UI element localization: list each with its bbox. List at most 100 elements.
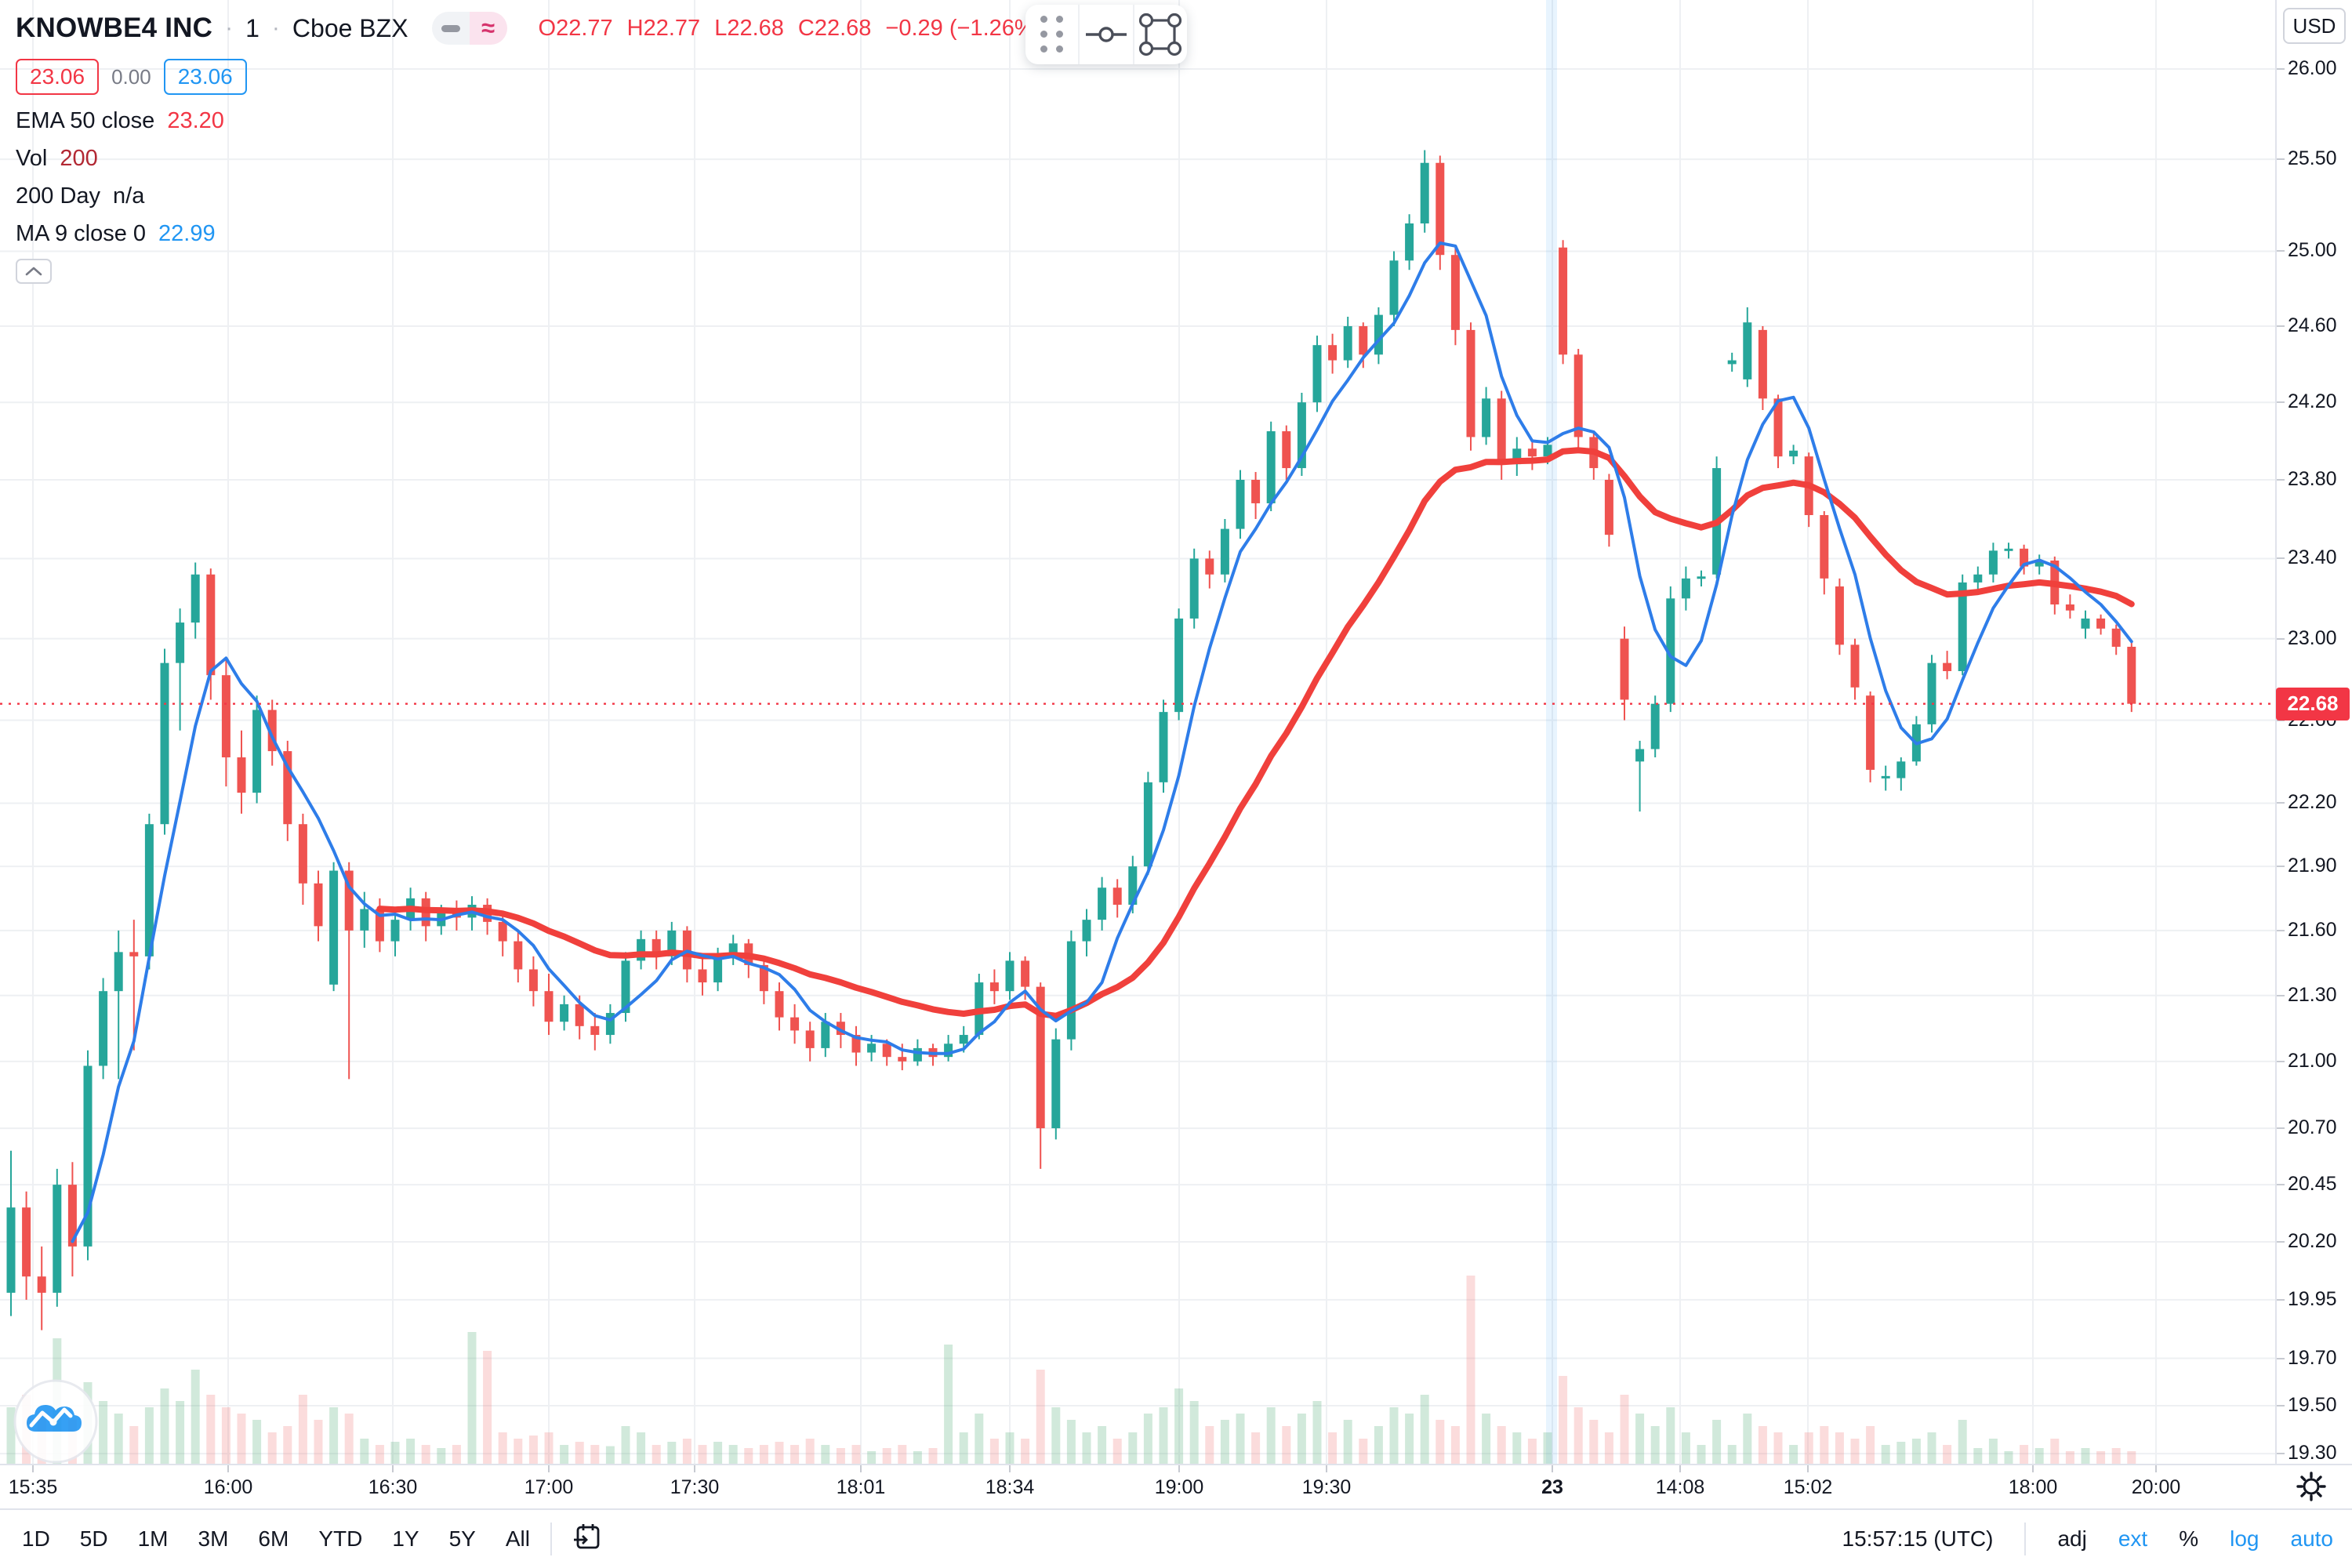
spread-value: 0.00	[111, 64, 151, 89]
exchange-label[interactable]: Cboe BZX	[292, 13, 408, 42]
ask-price-box[interactable]: 23.06	[163, 59, 247, 95]
time-tick-mark	[860, 1465, 862, 1472]
overlay-line-ema-50-close[interactable]	[376, 447, 2135, 1019]
indicator-row[interactable]: Vol 200	[16, 146, 1042, 171]
range-button-1y[interactable]: 1Y	[392, 1526, 419, 1551]
time-tick-label: 14:08	[1655, 1476, 1705, 1498]
toolbar-drag-handle[interactable]	[1025, 5, 1078, 64]
market-status-toggle[interactable]: ≈	[431, 12, 507, 45]
indicator-row[interactable]: EMA 50 close 23.20	[16, 108, 1042, 133]
utc-clock[interactable]: 15:57:15 (UTC)	[1842, 1526, 1994, 1551]
mode-button-adj[interactable]: adj	[2057, 1526, 2087, 1551]
mode-button-ext[interactable]: ext	[2118, 1526, 2148, 1551]
time-tick-mark	[392, 1465, 394, 1472]
price-tick-label: 19.50	[2288, 1394, 2337, 1417]
indicator-value: 22.99	[158, 221, 216, 246]
indicator-name: 200 Day	[16, 183, 101, 209]
range-button-5d[interactable]: 5D	[79, 1526, 108, 1551]
price-tick-mark	[2277, 325, 2285, 328]
time-tick-label: 20:00	[2131, 1476, 2181, 1498]
pause-segment[interactable]	[431, 12, 470, 45]
legend-collapse-button[interactable]	[16, 259, 52, 284]
price-tick-mark	[2277, 401, 2285, 404]
bottom-toolbar: 1D 5D 1M 3M 6M YTD 1Y 5Y All 15:57:15 (UTC) adj e…	[0, 1508, 2352, 1568]
ohlc-value: O22.77	[538, 15, 613, 41]
time-tick-mark	[1326, 1465, 1327, 1472]
mode-button-percent[interactable]: %	[2179, 1526, 2199, 1551]
time-tick-mark	[1679, 1465, 1681, 1472]
range-button-all[interactable]: All	[505, 1526, 530, 1551]
mode-button-auto[interactable]: auto	[2290, 1526, 2334, 1551]
price-tick-mark	[2277, 1127, 2285, 1130]
price-tick-label: 25.50	[2288, 147, 2337, 170]
price-tick-label: 21.90	[2288, 855, 2337, 877]
time-tick-mark	[32, 1465, 34, 1472]
price-tick-mark	[2277, 557, 2285, 560]
gear-icon	[2296, 1472, 2326, 1501]
currency-button[interactable]: USD	[2283, 8, 2346, 44]
range-button-6m[interactable]: 6M	[258, 1526, 289, 1551]
bid-price-box[interactable]: 23.06	[16, 59, 100, 95]
approx-segment[interactable]: ≈	[469, 12, 507, 45]
volume-bars	[6, 1276, 2136, 1464]
price-tick-mark	[2277, 478, 2285, 481]
ohlc-value: H22.77	[626, 15, 701, 41]
session-break-band	[1546, 0, 1557, 1464]
price-tick-label: 24.20	[2288, 390, 2337, 413]
price-tick-mark	[2277, 802, 2285, 804]
price-axis[interactable]: 26.00 25.50 25.00 24.60 24.20 23.80 23.40 23.00…	[2275, 0, 2352, 1464]
time-tick-mark	[227, 1465, 229, 1472]
ohlc-value: C22.68	[797, 15, 872, 41]
overlay-line-ma-9-close[interactable]	[71, 241, 2133, 1243]
date-range-buttons: 1D 5D 1M 3M 6M YTD 1Y 5Y All	[22, 1526, 530, 1552]
indicator-row[interactable]: 200 Day n/a	[16, 183, 1042, 209]
line-tool-button[interactable]	[1078, 5, 1132, 64]
time-tick-label: 18:34	[985, 1476, 1035, 1498]
price-tick-label: 22.20	[2288, 791, 2337, 814]
scale-mode-buttons: adj ext% log auto	[2057, 1526, 2333, 1552]
price-tick-label: 26.00	[2288, 57, 2337, 79]
price-tick-label: 19.95	[2288, 1287, 2337, 1310]
chart-mode-controls: 15:57:15 (UTC) adj ext% log auto	[1842, 1523, 2333, 1555]
indicator-value: 200	[60, 146, 98, 171]
rectangle-tool-button[interactable]	[1132, 5, 1187, 64]
indicator-name: EMA 50 close	[16, 108, 155, 133]
range-button-1d[interactable]: 1D	[22, 1526, 50, 1551]
price-tick-label: 19.70	[2288, 1346, 2337, 1369]
symbol-title[interactable]: KNOWBE4 INC	[16, 13, 213, 43]
divider	[550, 1523, 552, 1555]
time-tick-label: 18:01	[836, 1476, 886, 1498]
time-tick-label: 16:30	[368, 1476, 418, 1498]
price-tick-mark	[2277, 929, 2285, 931]
range-button-5y[interactable]: 5Y	[448, 1526, 476, 1551]
dash-icon	[441, 24, 460, 32]
price-tick-mark	[2277, 866, 2285, 868]
chevron-up-icon	[25, 267, 42, 276]
line-with-marker-icon	[1085, 27, 1127, 42]
ohlc-value: −0.29 (−1.26%)	[885, 15, 1043, 41]
approx-icon: ≈	[481, 14, 495, 42]
interval-label[interactable]: 1	[245, 13, 260, 42]
range-button-1m[interactable]: 1M	[137, 1526, 169, 1551]
indicator-value: n/a	[113, 183, 145, 209]
go-to-date-button[interactable]	[572, 1521, 604, 1558]
time-tick-mark	[1178, 1465, 1180, 1472]
time-tick-mark	[1552, 1465, 1553, 1472]
time-tick-label: 16:00	[203, 1476, 253, 1498]
time-tick-label: 17:00	[524, 1476, 574, 1498]
time-axis[interactable]: 15:35 16:00 16:30 17:00 17:30 18:01 18:34 19:00…	[0, 1464, 2352, 1508]
range-button-ytd[interactable]: YTD	[318, 1526, 363, 1551]
time-tick-mark	[548, 1465, 550, 1472]
price-tick-mark	[2277, 1453, 2285, 1455]
indicator-name: Vol	[16, 146, 48, 171]
axis-settings-button[interactable]	[2294, 1469, 2328, 1508]
indicator-row[interactable]: MA 9 close 0 22.99	[16, 221, 1042, 246]
candles[interactable]	[6, 150, 2136, 1330]
mode-button-log[interactable]: log	[2230, 1526, 2259, 1551]
time-tick-label: 19:30	[1301, 1476, 1352, 1498]
price-tick-label: 21.60	[2288, 918, 2337, 941]
tradingview-watermark-logo[interactable]	[13, 1378, 99, 1468]
price-tick-mark	[2277, 1241, 2285, 1243]
range-button-3m[interactable]: 3M	[198, 1526, 229, 1551]
time-tick-label: 18:00	[2008, 1476, 2058, 1498]
